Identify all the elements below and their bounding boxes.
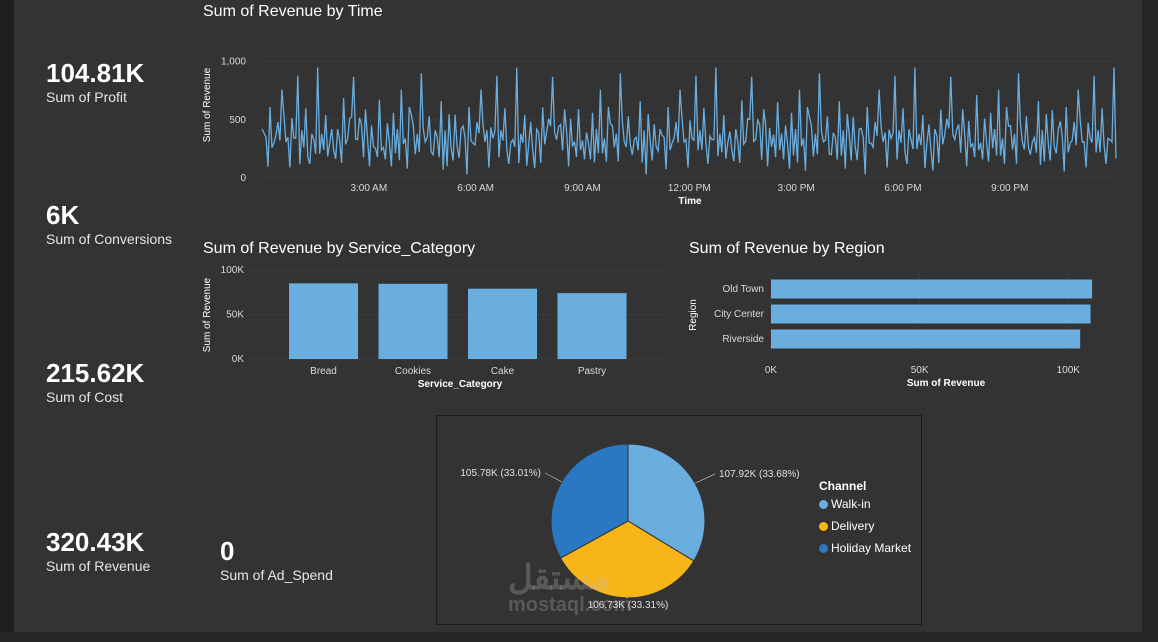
y-axis-title: Region: [688, 299, 699, 331]
watermark-logo: مستقل mostaql.com: [508, 560, 631, 616]
x-tick-label: Bread: [310, 366, 337, 377]
kpi-label: Sum of Profit: [46, 89, 127, 105]
y-tick-label: 0K: [232, 354, 245, 365]
pie-slice-walk-in[interactable]: [627, 443, 706, 562]
y-tick-label: City Center: [714, 309, 765, 320]
kpi-value: 6K: [46, 200, 80, 230]
y-tick-label: Riverside: [722, 334, 764, 345]
x-tick-label: 50K: [911, 365, 929, 376]
kpi-label: Sum of Cost: [46, 389, 124, 405]
y-tick-label: 100K: [221, 265, 245, 276]
legend-label: Delivery: [831, 519, 875, 533]
bar-old-town[interactable]: [771, 279, 1093, 299]
x-tick-label: 6:00 PM: [884, 183, 921, 194]
kpi-value: 0: [220, 536, 235, 566]
x-tick-label: Cake: [491, 366, 515, 377]
x-tick-label: 0K: [765, 365, 778, 376]
revenue-by-time-chart[interactable]: 3:00 AM 6:00 AM 9:00 AM 12:00 PM 3:00 PM 6:00…: [200, 40, 1130, 212]
leader-line: [694, 473, 716, 484]
bar-cake[interactable]: [468, 288, 537, 359]
x-tick-label: 9:00 AM: [564, 183, 601, 194]
kpi-label: Sum of Revenue: [46, 558, 151, 574]
y-tick-label: 50K: [226, 310, 244, 321]
kpi-card-ad-spend[interactable]: 0 Sum of Ad_Spend: [220, 536, 333, 584]
legend-item-holiday-market[interactable]: Holiday Market: [819, 541, 911, 555]
leader-line: [544, 472, 562, 483]
time-chart-title: Sum of Revenue by Time: [203, 3, 383, 20]
legend-title: Channel: [819, 479, 867, 493]
category-chart-title: Sum of Revenue by Service_Category: [203, 240, 476, 257]
y-tick-label: 1,000: [221, 57, 246, 68]
x-axis-title: Service_Category: [418, 379, 503, 390]
y-tick-label: Old Town: [722, 284, 764, 295]
bar-bread[interactable]: [289, 283, 358, 359]
kpi-label: Sum of Ad_Spend: [220, 567, 333, 583]
legend-dot: [819, 499, 828, 509]
x-tick-label: 9:00 PM: [991, 183, 1028, 194]
pie-data-label: 106.73K (33.31%): [588, 600, 669, 611]
revenue-by-category-chart[interactable]: Bread Cookies Cake Pastry 0K 50K 100K Service…: [200, 262, 670, 394]
x-axis-title: Sum of Revenue: [907, 378, 986, 389]
x-tick-label: Pastry: [578, 366, 606, 377]
revenue-line[interactable]: [261, 67, 1117, 175]
revenue-by-region-chart[interactable]: Old Town City Center Riverside 0K 50K 100K S…: [686, 262, 1106, 394]
kpi-label: Sum of Conversions: [46, 231, 173, 247]
legend-label: Walk-in: [831, 497, 871, 511]
kpi-card-profit[interactable]: 104.81K Sum of Profit: [46, 58, 144, 106]
y-axis-title: Sum of Revenue: [202, 277, 213, 352]
kpi-card-conversions[interactable]: 6K Sum of Conversions: [46, 200, 172, 248]
x-tick-label: 6:00 AM: [457, 183, 494, 194]
pie-data-label: 105.78K (33.01%): [460, 468, 541, 479]
watermark-latin: mostaql.com: [508, 594, 632, 616]
x-tick-label: Cookies: [395, 366, 431, 377]
y-axis-title: Sum of Revenue: [202, 67, 213, 142]
y-tick-label: 0: [240, 173, 246, 184]
bar-riverside[interactable]: [771, 329, 1081, 349]
x-tick-label: 3:00 AM: [350, 183, 387, 194]
watermark-arabic: مستقل: [508, 559, 610, 597]
legend-dot: [819, 521, 828, 531]
kpi-value: 320.43K: [46, 527, 145, 557]
kpi-card-cost[interactable]: 215.62K Sum of Cost: [46, 358, 144, 406]
kpi-value: 215.62K: [46, 358, 145, 388]
bar-cookies[interactable]: [378, 283, 448, 359]
pie-data-label: 107.92K (33.68%): [719, 469, 800, 480]
x-tick-label: 3:00 PM: [777, 183, 814, 194]
right-scrollbar[interactable]: [1142, 0, 1158, 642]
y-tick-label: 500: [229, 115, 246, 126]
bar-city-center[interactable]: [771, 304, 1091, 324]
kpi-card-revenue[interactable]: 320.43K Sum of Revenue: [46, 527, 150, 575]
x-tick-label: 12:00 PM: [668, 183, 711, 194]
kpi-value: 104.81K: [46, 58, 145, 88]
bottom-bar: [0, 632, 1158, 642]
bar-pastry[interactable]: [557, 293, 627, 359]
legend-item-delivery[interactable]: Delivery: [819, 519, 874, 533]
legend-label: Holiday Market: [831, 541, 912, 555]
legend-dot: [819, 543, 828, 553]
revenue-by-channel-pie[interactable]: 107.92K (33.68%) 106.73K (33.31%) 105.78K …: [436, 415, 816, 623]
pie-slice-holiday-market[interactable]: [550, 443, 629, 559]
legend-item-walk-in[interactable]: Walk-in: [819, 497, 871, 511]
region-chart-title: Sum of Revenue by Region: [689, 240, 885, 257]
x-axis-title: Time: [678, 196, 702, 207]
x-tick-label: 100K: [1057, 365, 1081, 376]
